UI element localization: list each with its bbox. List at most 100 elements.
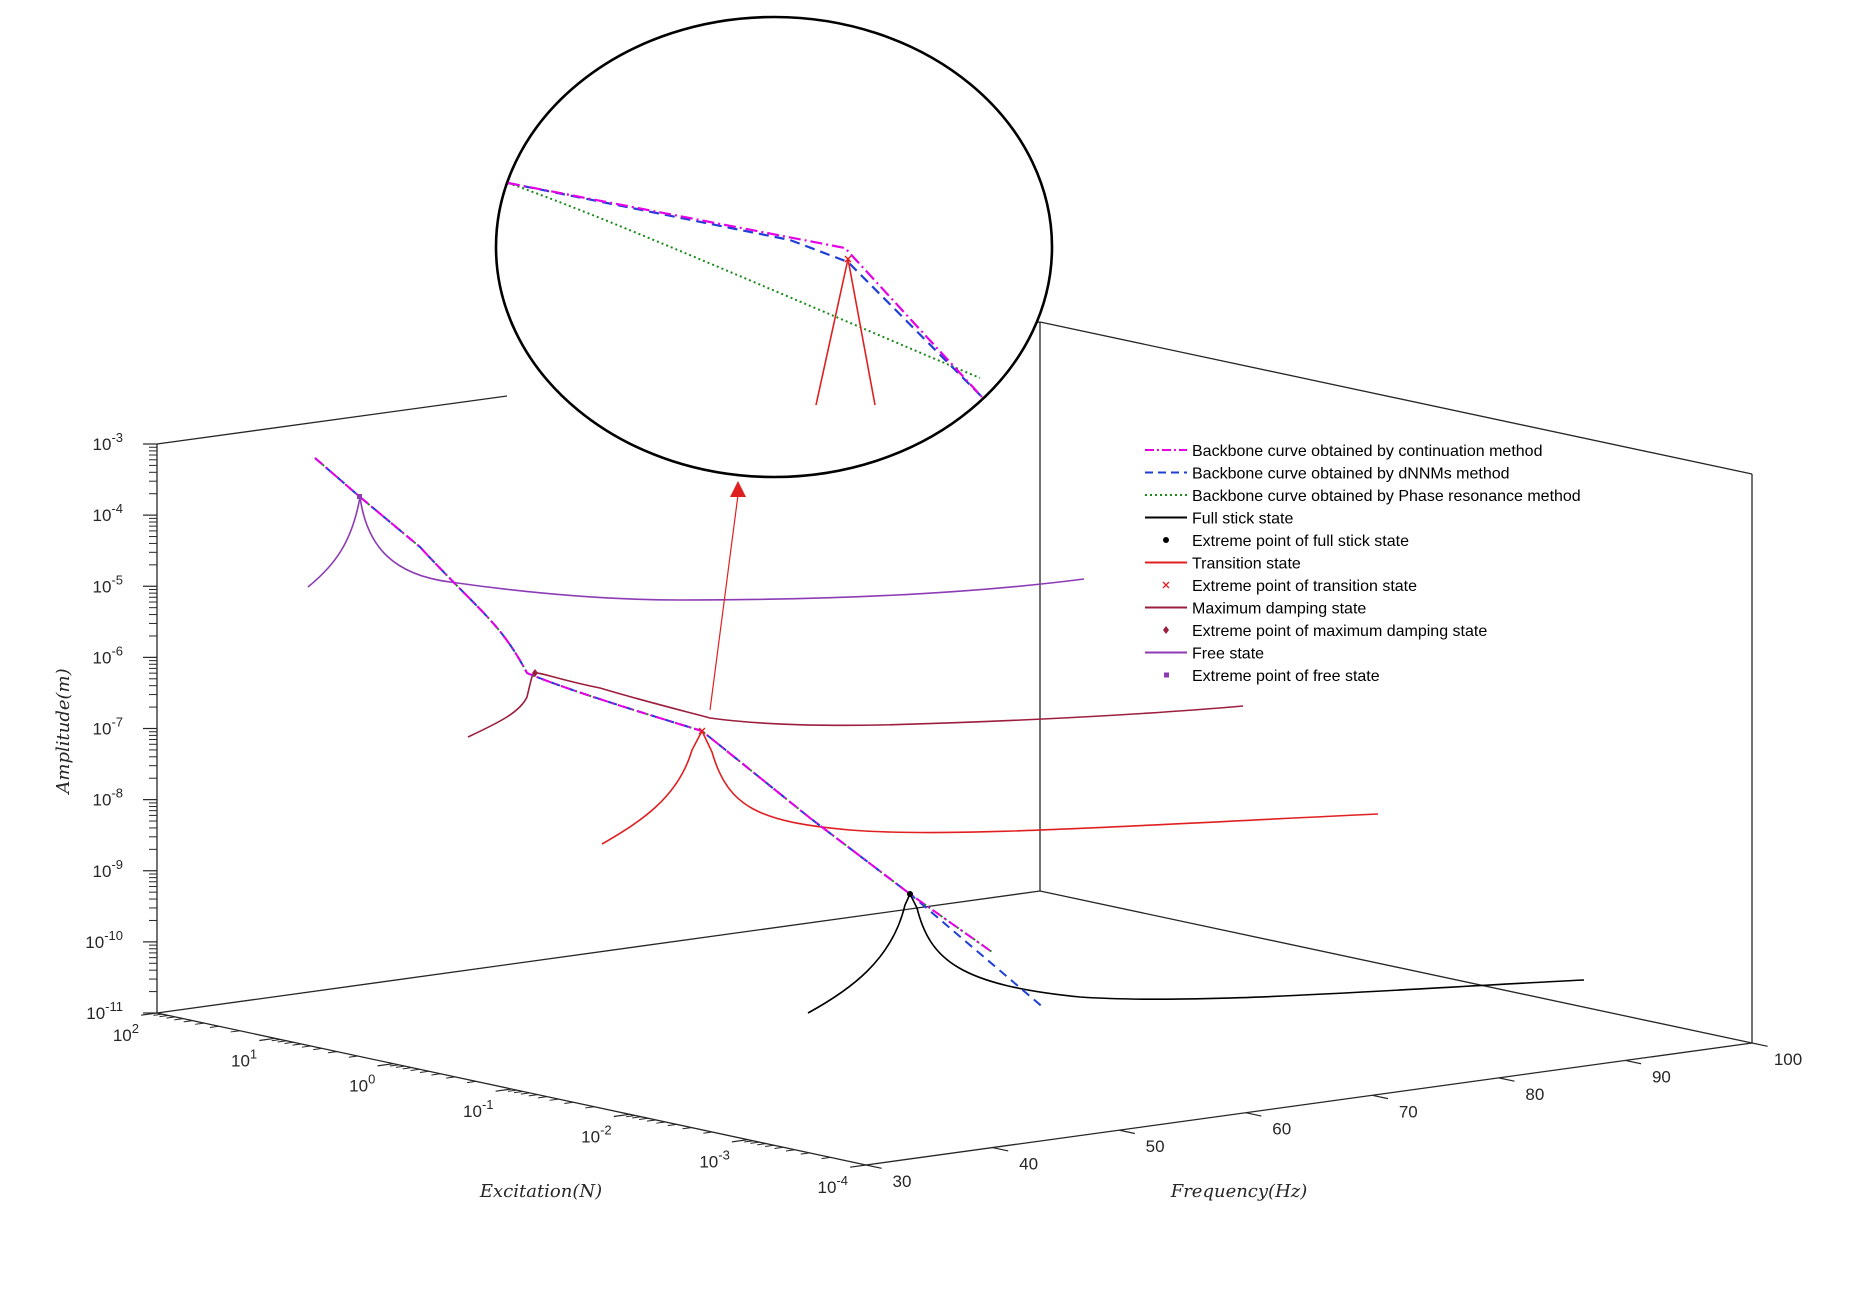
x-minor-tick [564,1101,574,1104]
x-minor-tick [744,1140,754,1143]
x-tick-label: 10-4 [818,1173,848,1197]
y-tick-label: 80 [1525,1085,1544,1104]
transition-extreme-point [698,727,706,735]
x-minor-tick [667,1123,677,1127]
legend-item: Extreme point of maximum damping state [1163,623,1487,640]
x-minor-tick [277,1040,287,1043]
zoom-inset [494,15,1054,711]
x-minor-tick [538,1096,548,1099]
x-minor-tick [431,1073,441,1076]
x-minor-tick [271,1038,281,1042]
z-tick-label: 10-4 [93,501,123,525]
legend-label: Extreme point of transition state [1192,578,1417,595]
x-minor-tick [446,1076,456,1079]
legend-label: Full stick state [1192,511,1293,528]
continuation-backbone [314,457,993,953]
y-major-tick [865,1164,882,1169]
y-tick-label: 90 [1652,1067,1671,1086]
box-edge-right-top [1039,321,1753,475]
legend-label: Backbone curve obtained by continuation … [1192,443,1542,460]
x-minor-tick [682,1127,692,1130]
transition-state-curve [601,729,1379,845]
y-tick-label: 60 [1272,1120,1291,1139]
box-edge-floor-back-right [1039,890,1753,1044]
maximum-damping-extreme-point [532,669,538,677]
legend-swatch [1164,672,1169,678]
y-major-tick [1625,1059,1642,1065]
z-tick-label: 10-9 [93,857,123,881]
x-major-tick [613,1113,630,1118]
legend-label: Transition state [1192,556,1301,573]
x-minor-tick [284,1041,294,1044]
x-minor-tick [230,1030,240,1033]
y-major-tick [1245,1112,1262,1117]
x-minor-tick [626,1114,636,1118]
x-minor-tick [183,1020,193,1023]
legend-label: Backbone curve obtained by Phase resonan… [1192,488,1581,505]
x-minor-tick [395,1065,405,1068]
x-minor-tick [327,1051,338,1054]
backbone-curves [314,457,1046,1010]
y-major-tick [1119,1129,1135,1135]
zoom-ellipse [494,15,1054,479]
x-minor-tick [513,1090,524,1094]
x-minor-tick [520,1092,530,1095]
x-minor-tick [292,1043,302,1046]
legend-item: Maximum damping state [1145,601,1366,618]
x-minor-tick [209,1025,219,1028]
legend-item: Backbone curve obtained by continuation … [1145,443,1542,460]
y-tick-label: 40 [1019,1155,1038,1174]
extreme-points [357,494,913,897]
legend-item: Extreme point of free state [1164,668,1380,685]
y-major-tick [1372,1094,1389,1100]
tick-marks [141,443,1768,1169]
full-stick-extreme-point [907,891,913,897]
legend-label: Extreme point of free state [1192,668,1380,685]
x-minor-tick [821,1156,831,1160]
z-tick-label: 10-3 [93,430,123,454]
box-edge-floor-front-right [865,1042,1753,1166]
inset-transition-extreme-point [844,255,852,263]
legend-label: Extreme point of maximum damping state [1192,623,1487,640]
x-tick-label: 10-1 [463,1097,493,1121]
dnnms-backbone [314,457,1046,1010]
y-major-tick [1751,1042,1768,1047]
x-minor-tick [800,1152,810,1155]
z-tick-label: 10-7 [93,715,123,739]
y-tick-label: 50 [1146,1137,1165,1156]
legend-item: Backbone curve obtained by Phase resonan… [1145,488,1581,505]
x-minor-tick [765,1144,775,1148]
z-tick-label: 10-10 [85,928,123,952]
free-state-curve [307,496,1085,601]
x-minor-tick [348,1055,358,1058]
x-minor-tick [785,1149,795,1152]
x-minor-tick [774,1146,784,1150]
y-axis-title: Frequency(Hz) [1170,1181,1308,1202]
legend-item: Free state [1145,646,1264,663]
x-minor-tick [153,1013,163,1016]
legend-swatch [1163,537,1169,543]
x-tick-label: 101 [231,1046,257,1070]
inset-continuation-backbone [507,181,983,398]
x-minor-tick [166,1016,176,1019]
x-minor-tick [159,1014,169,1018]
z-axis-title: Amplitude(m) [53,668,74,795]
x-tick-label: 10-3 [699,1148,729,1172]
zoom-arrow-head [730,481,746,497]
box-edge-floor-back-left [156,890,1041,1014]
y-tick-label: 30 [893,1172,912,1191]
x-minor-tick [528,1094,538,1097]
x-minor-tick [301,1045,311,1048]
x-tick-label: 102 [113,1021,139,1045]
legend-label: Free state [1192,646,1264,663]
y-major-tick [1498,1077,1515,1082]
x-tick-label: 10-2 [581,1122,611,1146]
legend-item: Extreme point of full stick state [1163,533,1409,550]
legend-item: Extreme point of transition state [1162,578,1417,595]
x-minor-tick [195,1022,205,1025]
x-minor-tick [646,1119,656,1122]
x-major-tick [259,1037,276,1042]
legend: Backbone curve obtained by continuation … [1145,443,1581,685]
z-tick-label: 10-11 [86,999,123,1023]
